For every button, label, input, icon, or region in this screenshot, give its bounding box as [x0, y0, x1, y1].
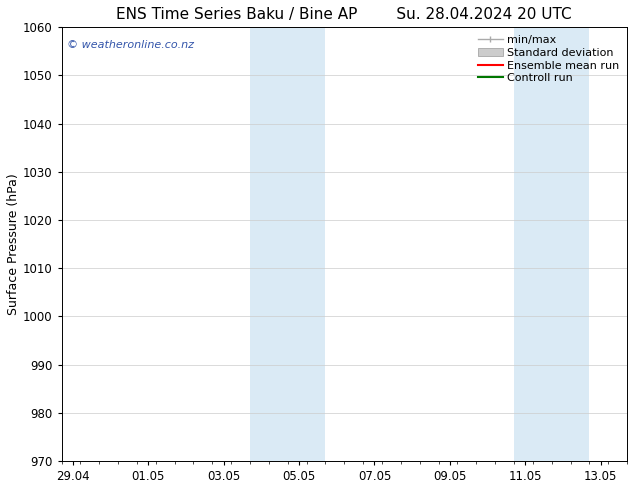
Bar	[514, 27, 590, 461]
Y-axis label: Surface Pressure (hPa): Surface Pressure (hPa)	[7, 173, 20, 315]
Legend: min/max, Standard deviation, Ensemble mean run, Controll run: min/max, Standard deviation, Ensemble me…	[476, 33, 621, 86]
Title: ENS Time Series Baku / Bine AP        Su. 28.04.2024 20 UTC: ENS Time Series Baku / Bine AP Su. 28.04…	[117, 7, 572, 22]
Bar	[250, 27, 325, 461]
Text: © weatheronline.co.nz: © weatheronline.co.nz	[67, 40, 194, 50]
